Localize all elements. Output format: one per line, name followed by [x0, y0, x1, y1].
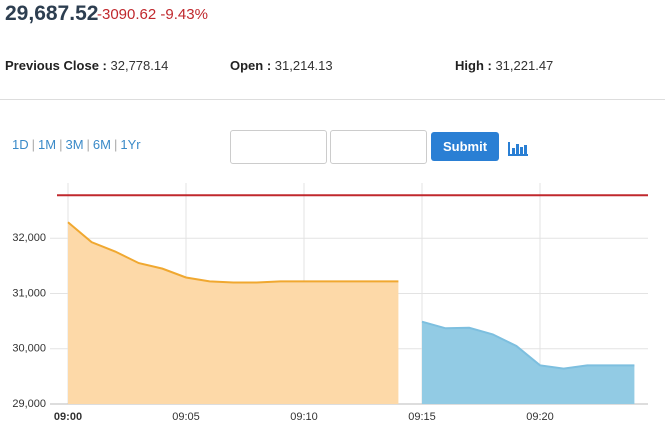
- y-tick-label: 30,000: [12, 343, 46, 355]
- stat-value: 31,221.47: [495, 58, 554, 73]
- y-tick-label: 31,000: [12, 287, 46, 299]
- range-link[interactable]: 6M: [92, 137, 111, 152]
- separator: |: [31, 137, 36, 152]
- range-link[interactable]: 1M: [38, 137, 57, 152]
- range-link[interactable]: 1Yr: [120, 137, 141, 152]
- separator: [0, 99, 665, 100]
- separator: |: [86, 137, 90, 152]
- stat-label: High :: [455, 58, 492, 73]
- stat-label: Previous Close :: [5, 58, 107, 73]
- chart-icon[interactable]: [508, 140, 528, 156]
- separator: |: [59, 137, 63, 152]
- stat: Open : 31,214.13: [230, 58, 333, 73]
- stat-label: Open :: [230, 58, 272, 73]
- range-link[interactable]: 1D: [12, 137, 29, 152]
- change: -3090.62 -9.43%: [97, 6, 208, 23]
- x-tick-label: 09:05: [172, 411, 200, 423]
- y-tick-label: 29,000: [12, 398, 46, 410]
- x-tick-label: 09:10: [290, 411, 318, 423]
- price: 29,687.52: [5, 2, 99, 25]
- change-pct: -9.43%: [160, 6, 208, 23]
- date-input[interactable]: [230, 130, 327, 164]
- x-tick-label: 09:15: [408, 411, 436, 423]
- date-input[interactable]: [330, 130, 427, 164]
- area: [422, 321, 635, 404]
- stat: Previous Close : 32,778.14: [5, 58, 168, 73]
- x-tick-label: 09:20: [526, 411, 554, 423]
- separator: |: [113, 137, 118, 152]
- area: [68, 222, 399, 404]
- y-tick-label: 32,000: [12, 232, 46, 244]
- change-value: -3090.62: [97, 6, 157, 23]
- range-link[interactable]: 3M: [65, 137, 84, 152]
- x-tick-label: 09:00: [54, 411, 82, 423]
- submit-button[interactable]: Submit: [431, 132, 499, 161]
- range-links: 1D | 1M | 3M | 6M | 1Yr: [12, 137, 141, 152]
- stat: High : 31,221.47: [455, 58, 553, 73]
- stat-value: 31,214.13: [274, 58, 333, 73]
- line: [421, 320, 635, 370]
- line: [67, 221, 399, 284]
- stat-value: 32,778.14: [110, 58, 169, 73]
